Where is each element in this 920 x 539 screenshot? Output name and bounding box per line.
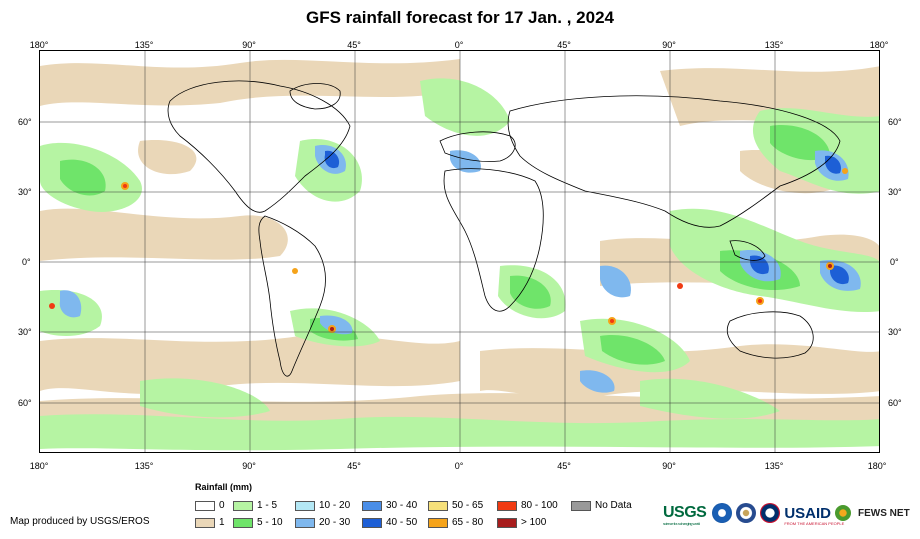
fews-globe-icon xyxy=(835,505,852,521)
lat-label: 60° xyxy=(18,398,32,408)
legend-label: 20 - 30 xyxy=(319,517,351,528)
legend-label: 30 - 40 xyxy=(386,500,418,511)
graticule xyxy=(40,51,879,452)
lon-label: 90° xyxy=(242,461,256,471)
lat-label: 30° xyxy=(888,187,902,197)
usgs-logo: USGS science for a changing world xyxy=(663,504,707,526)
legend-item: 65 - 80 xyxy=(428,517,483,529)
usgs-tagline: science for a changing world xyxy=(663,521,700,526)
legend-swatch xyxy=(497,500,517,511)
legend-swatch xyxy=(295,500,315,511)
usaid-logo-text: USAID xyxy=(784,504,832,522)
legend-swatch xyxy=(497,517,517,528)
lon-label: 135° xyxy=(134,461,154,471)
lon-label: 45° xyxy=(557,40,571,50)
legend-swatch xyxy=(195,517,215,528)
lon-label: 135° xyxy=(764,461,784,471)
continent-outlines xyxy=(167,80,841,377)
legend-label: 40 - 50 xyxy=(386,517,418,528)
lat-label: 60° xyxy=(888,398,902,408)
lon-label: 135° xyxy=(134,40,154,50)
lon-label: 90° xyxy=(662,40,676,50)
legend-swatch xyxy=(195,500,215,511)
legend-label: > 100 xyxy=(521,517,547,528)
lat-label: 30° xyxy=(888,327,902,337)
usaid-logo: USAID FROM THE AMERICAN PEOPLE xyxy=(784,504,844,526)
legend-item: 80 - 100 xyxy=(497,500,558,512)
lon-label: 180° xyxy=(869,40,889,50)
legend-item: 0 xyxy=(195,500,225,512)
lon-label: 90° xyxy=(242,40,256,50)
legend-label: 65 - 80 xyxy=(452,517,484,528)
legend-item: 50 - 65 xyxy=(428,500,483,512)
lat-label: 0° xyxy=(890,257,899,267)
legend-label: 1 - 5 xyxy=(257,500,278,511)
legend-item: 30 - 40 xyxy=(362,500,417,512)
map-title: GFS rainfall forecast for 17 Jan. , 2024 xyxy=(305,8,615,27)
legend-item: 10 - 20 xyxy=(295,500,350,512)
legend-swatch xyxy=(571,500,591,511)
usaid-tagline: FROM THE AMERICAN PEOPLE xyxy=(784,520,845,526)
usaid-seal-icon xyxy=(760,503,781,523)
extreme-rain-spots xyxy=(49,168,848,333)
lat-label: 60° xyxy=(888,117,902,127)
legend-swatch xyxy=(295,517,315,528)
rainfall-map xyxy=(39,50,880,453)
legend-item: > 100 xyxy=(497,517,546,529)
lon-label: 180° xyxy=(867,461,887,471)
sponsor-logos: USGS science for a changing world USAID … xyxy=(663,500,910,526)
legend-label: 80 - 100 xyxy=(521,500,558,511)
legend-label: 5 - 10 xyxy=(257,517,283,528)
legend-swatch xyxy=(362,500,382,511)
lat-label: 0° xyxy=(22,257,31,267)
legend-swatch xyxy=(362,517,382,528)
lon-label: 90° xyxy=(662,461,676,471)
legend-item: 1 - 5 xyxy=(233,500,277,512)
legend-item: 5 - 10 xyxy=(233,517,283,529)
legend-title: Rainfall (mm) xyxy=(195,482,253,492)
legend-item: No Data xyxy=(571,500,632,512)
legend-swatch xyxy=(233,500,253,511)
fews-net-logo: FEWS NET xyxy=(858,507,910,519)
lon-label: 135° xyxy=(764,40,784,50)
legend-label: No Data xyxy=(595,500,632,511)
lon-label: 45° xyxy=(347,40,361,50)
credit-text: Map produced by USGS/EROS xyxy=(10,516,150,527)
legend-swatch xyxy=(233,517,253,528)
legend-item: 20 - 30 xyxy=(295,517,350,529)
lat-label: 30° xyxy=(18,327,32,337)
legend-item: 1 xyxy=(195,517,225,529)
rainfall-map-canvas xyxy=(40,51,879,452)
legend-swatch xyxy=(428,500,448,511)
noaa-seal-icon xyxy=(712,503,733,523)
lon-label: 180° xyxy=(29,40,49,50)
lon-label: 0° xyxy=(454,40,464,50)
legend-item: 40 - 50 xyxy=(362,517,417,529)
legend-label: 1 xyxy=(219,517,225,528)
lon-label: 45° xyxy=(557,461,571,471)
lat-label: 60° xyxy=(18,117,32,127)
lon-label: 0° xyxy=(454,461,464,471)
lon-label: 180° xyxy=(29,461,49,471)
usgs-logo-text: USGS xyxy=(663,504,707,521)
legend-label: 10 - 20 xyxy=(319,500,351,511)
lat-label: 30° xyxy=(18,187,32,197)
lon-label: 45° xyxy=(347,461,361,471)
state-seal-icon xyxy=(736,503,757,523)
legend-swatch xyxy=(428,517,448,528)
legend-label: 0 xyxy=(219,500,225,511)
legend-label: 50 - 65 xyxy=(452,500,484,511)
